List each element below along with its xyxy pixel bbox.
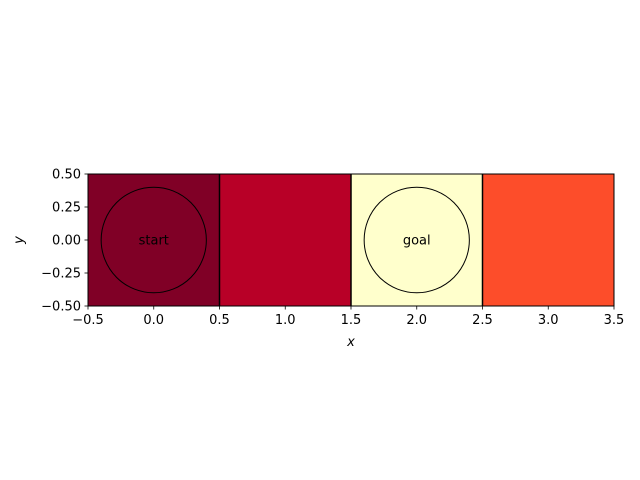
y-tick-label: 0.50 (52, 168, 81, 183)
heatmap-cell-3 (483, 174, 615, 306)
heatmap-cell-1 (220, 174, 352, 306)
y-axis-ticks: 0.50 0.25 0.00 −0.25 −0.50 (41, 168, 88, 315)
x-tick-label: 0.0 (143, 313, 164, 328)
y-axis-label: y (12, 236, 27, 245)
y-tick-label: 0.00 (52, 234, 81, 249)
x-axis-label: x (346, 335, 355, 350)
x-tick-label: 2.5 (472, 313, 493, 328)
circle-label-start: start (139, 234, 169, 249)
x-tick-label: 3.0 (538, 313, 559, 328)
x-tick-label: 3.5 (604, 313, 625, 328)
x-tick-label: 1.0 (275, 313, 296, 328)
x-tick-label: −0.5 (72, 313, 104, 328)
y-tick-label: 0.25 (52, 201, 81, 216)
x-tick-label: 0.5 (209, 313, 230, 328)
x-tick-label: 2.0 (406, 313, 427, 328)
y-tick-label: −0.50 (41, 300, 81, 315)
y-tick-label: −0.25 (41, 267, 81, 282)
circle-label-goal: goal (403, 234, 431, 249)
x-axis-ticks: −0.5 0.0 0.5 1.0 1.5 2.0 2.5 3.0 3.5 (72, 306, 624, 328)
x-tick-label: 1.5 (341, 313, 362, 328)
